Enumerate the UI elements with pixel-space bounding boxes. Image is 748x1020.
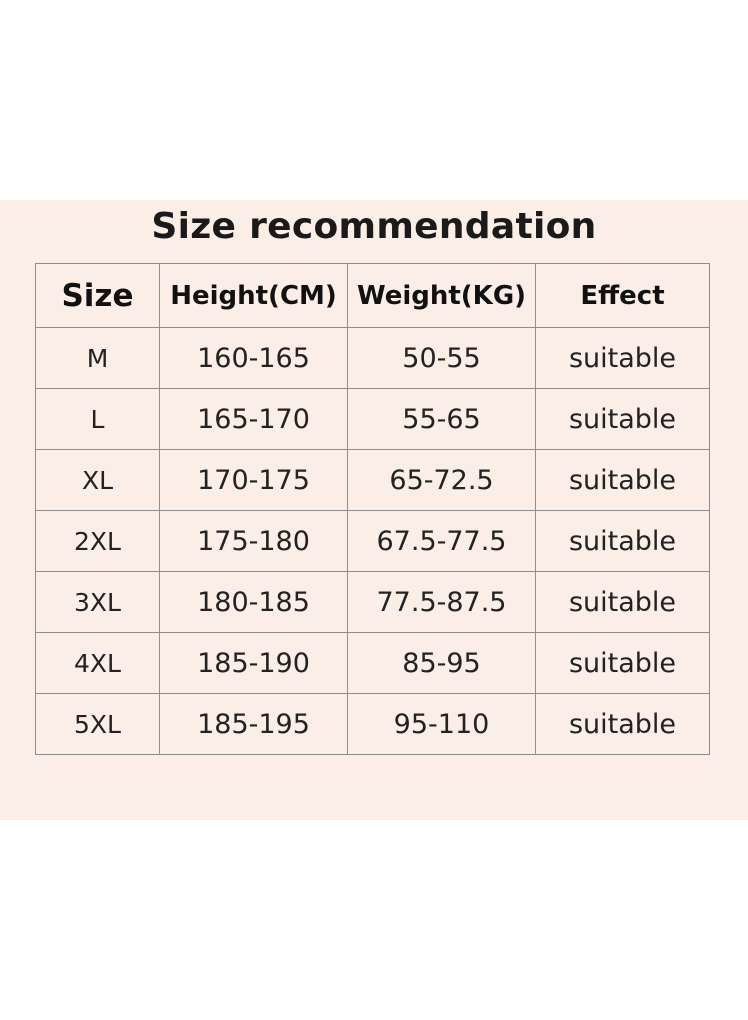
size-cell: M	[35, 327, 160, 389]
table-row: XL 170-175 65-72.5 suitable	[35, 449, 710, 511]
effect-cell: suitable	[535, 327, 710, 389]
table-row: L 165-170 55-65 suitable	[35, 388, 710, 450]
effect-cell: suitable	[535, 693, 710, 755]
effect-cell: suitable	[535, 571, 710, 633]
effect-cell: suitable	[535, 449, 710, 511]
weight-cell: 77.5-87.5	[347, 571, 536, 633]
size-cell: 2XL	[35, 510, 160, 572]
header-size: Size	[35, 263, 160, 328]
table-row: 3XL 180-185 77.5-87.5 suitable	[35, 571, 710, 633]
chart-title: Size recommendation	[151, 206, 597, 247]
height-cell: 165-170	[159, 388, 348, 450]
size-table: Size Height(CM) Weight(KG) Effect M 160-…	[35, 263, 710, 755]
weight-cell: 85-95	[347, 632, 536, 694]
size-cell: L	[35, 388, 160, 450]
size-cell: 5XL	[35, 693, 160, 755]
weight-cell: 65-72.5	[347, 449, 536, 511]
effect-cell: suitable	[535, 510, 710, 572]
height-cell: 175-180	[159, 510, 348, 572]
table-row: M 160-165 50-55 suitable	[35, 327, 710, 389]
table-row: 2XL 175-180 67.5-77.5 suitable	[35, 510, 710, 572]
header-row: Size Height(CM) Weight(KG) Effect	[35, 263, 710, 328]
weight-cell: 67.5-77.5	[347, 510, 536, 572]
weight-cell: 55-65	[347, 388, 536, 450]
height-cell: 185-190	[159, 632, 348, 694]
weight-cell: 50-55	[347, 327, 536, 389]
height-cell: 185-195	[159, 693, 348, 755]
height-cell: 160-165	[159, 327, 348, 389]
size-cell: 4XL	[35, 632, 160, 694]
height-cell: 180-185	[159, 571, 348, 633]
header-weight: Weight(KG)	[347, 263, 536, 328]
effect-cell: suitable	[535, 388, 710, 450]
header-height: Height(CM)	[159, 263, 348, 328]
table-row: 5XL 185-195 95-110 suitable	[35, 693, 710, 755]
header-effect: Effect	[535, 263, 710, 328]
table-row: 4XL 185-190 85-95 suitable	[35, 632, 710, 694]
size-chart-panel: Size recommendation Size Height(CM) Weig…	[0, 200, 748, 820]
size-cell: XL	[35, 449, 160, 511]
weight-cell: 95-110	[347, 693, 536, 755]
effect-cell: suitable	[535, 632, 710, 694]
height-cell: 170-175	[159, 449, 348, 511]
size-cell: 3XL	[35, 571, 160, 633]
